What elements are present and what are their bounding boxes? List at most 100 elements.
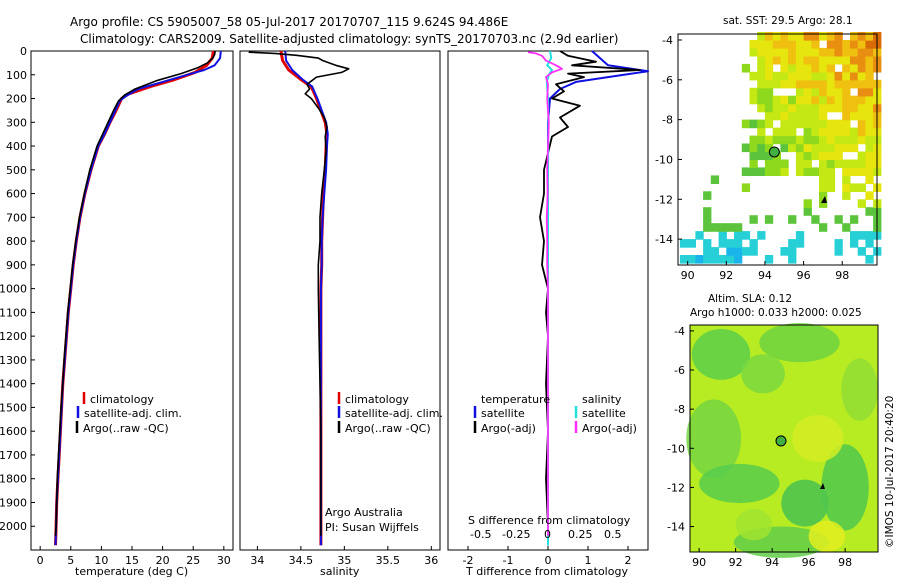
sst-cell [826,127,836,137]
temperature-axes-frame [30,50,234,551]
sst-cell [718,255,727,264]
sst-cell [764,111,774,121]
sst-cell [834,159,843,169]
sst-cell [795,239,805,248]
series-line-argo-raw-qc- [248,51,350,536]
sst-cell [795,87,805,97]
map-ytick-label: -10 [667,442,685,455]
sst-cell [788,135,797,145]
sst-cell [834,135,843,145]
ytick-label: 900 [6,259,27,272]
sst-cell [803,40,812,49]
sst-cell [819,79,828,89]
sst-cell [757,63,766,73]
sst-cell [834,71,843,81]
sst-cell [679,239,689,248]
sst-cell [865,79,874,89]
sst-cell [803,119,812,129]
sst-cell [834,239,843,248]
sst-cell [857,183,866,192]
xtick-label: 1 [585,554,592,567]
ytick-label: 400 [6,140,27,153]
sst-cell [795,231,805,240]
sst-cell [726,223,735,232]
sst-cell [795,79,805,89]
sst-cell [795,95,805,105]
sst-cell [710,255,720,264]
sst-cell [772,95,781,105]
sst-cell [764,143,774,153]
sst-cell [757,40,766,49]
sst-cell [819,71,828,81]
xtick-label: 5 [67,554,74,567]
header-line2: Climatology: CARS2009. Satellite-adjuste… [80,32,618,46]
sst-cell [749,119,758,129]
sst-cell [811,95,820,105]
sst-cell [757,95,766,105]
sst-cell [780,40,789,49]
sla-argo-marker [775,435,787,447]
sst-cell [842,191,851,200]
sst-cell [703,207,712,216]
difference-lines [527,50,649,546]
sst-map-frame [677,33,878,266]
sst-cell [842,95,851,105]
temperature-legend: climatology satellite-adj. clim. Argo(..… [75,392,182,435]
sst-cell [826,159,836,169]
legend-s-satellite: satellite [582,407,626,420]
sst-cell [811,87,820,97]
sst-cell [850,167,859,176]
sst-cell [857,199,866,208]
ytick-label: 600 [6,188,27,201]
sst-cell [695,255,704,264]
sst-cell [718,223,727,232]
sst-cell [819,111,828,121]
sst-cell [842,223,851,232]
sst-cell [850,95,859,105]
xtick-label: 35.5 [376,554,401,567]
map-xtick-label: 92 [719,269,733,282]
sst-cell [842,143,851,153]
sla-blob [792,415,844,462]
sst-cell [826,135,836,145]
sst-cell [749,159,758,169]
sla-blob [841,358,878,421]
sst-cell [772,127,781,137]
legend-t-satellite: satellite [481,407,525,420]
sst-cell [764,63,774,73]
sst-cell [757,32,766,41]
sst-cell [703,223,712,232]
temperature-lines [54,50,222,546]
ytick-label: 1200 [0,330,27,343]
sst-cell [850,143,859,153]
sst-cell [865,151,874,161]
sst-cell [795,55,805,65]
sst-cell [857,87,866,97]
sst-cell [726,239,735,248]
sst-cell [842,127,851,137]
sst-cell [857,111,866,121]
sst-cell [865,167,874,176]
sst-cell [865,47,874,57]
xtick-label: 0 [37,554,44,567]
sst-cell [803,103,812,113]
sla-blob [686,399,742,478]
sst-cell [819,127,828,137]
map-ytick-label: -6 [674,364,685,377]
sst-cell [803,135,812,145]
sst-cell [850,32,859,41]
sst-cell [788,32,797,41]
sst-cell [764,255,774,264]
temperature-ticks: 0 5 10 15 20 25 30 [37,546,231,567]
sst-cell [857,95,866,105]
sst-cell [811,71,820,81]
ytick-label: 1800 [0,473,27,486]
sst-cell [857,127,866,137]
series-line-t-argo-adj- [539,50,641,536]
temperature-xlabel: temperature (deg C) [75,565,188,578]
ytick-label: 1500 [0,401,27,414]
sst-cell [788,119,797,129]
argo-australia-note: Argo Australia [325,506,403,519]
sst-cell [795,119,805,129]
xtick-label: 25 [186,554,200,567]
